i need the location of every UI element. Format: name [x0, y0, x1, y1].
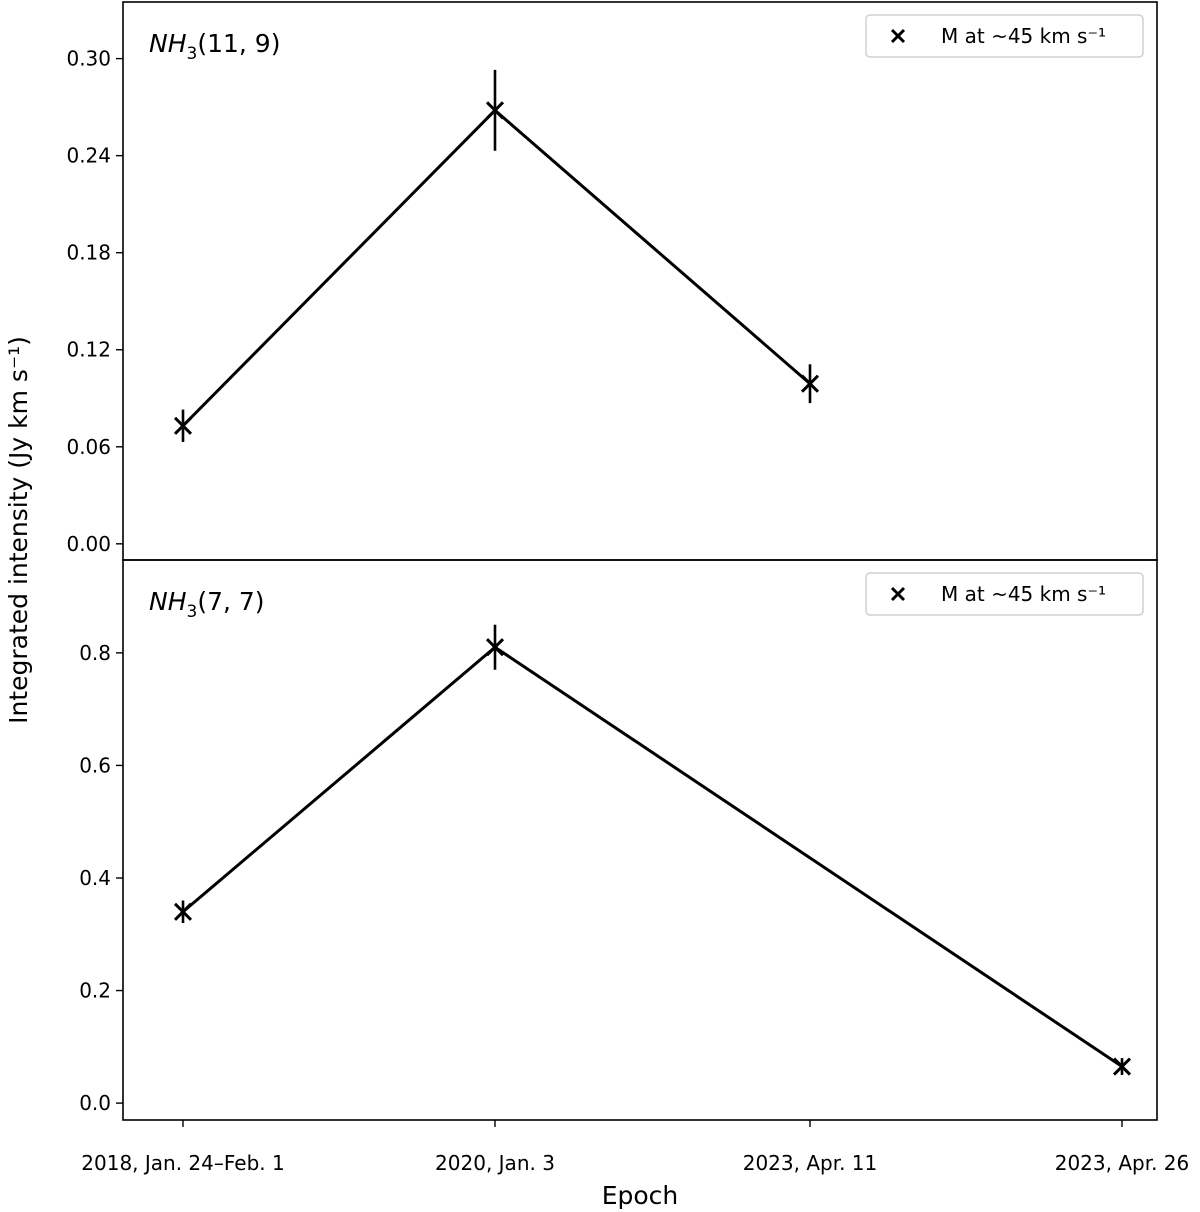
legend: M at ~45 km s⁻¹: [865, 14, 1144, 58]
data-point-marker: [173, 416, 193, 435]
panel-title-transition: (7, 7): [197, 587, 264, 616]
data-point-marker: [800, 374, 820, 393]
panel-title-subscript: 3: [187, 602, 198, 622]
legend-label: M at ~45 km s⁻¹: [941, 24, 1106, 48]
legend-label: M at ~45 km s⁻¹: [941, 582, 1106, 606]
x-axis: 2018, Jan. 24–Feb. 1 2020, Jan. 3 2023, Ap…: [81, 1120, 1189, 1175]
x-tick-label: 2023, Apr. 26: [1055, 1151, 1190, 1175]
panel-nh3-7-7: 0.0 0.2 0.4 0.6 0.8 NH3(7, 7) M at ~45 km s⁻¹: [79, 559, 1158, 1121]
y-axis-label: Integrated intensity (Jy km s⁻¹): [4, 336, 33, 724]
plot-frame: [122, 559, 1158, 1121]
y-tick-label: 0.6: [79, 753, 111, 777]
series-line: [182, 645, 1123, 1068]
panel-title-transition: (11, 9): [197, 29, 280, 58]
x-axis-label: Epoch: [602, 1181, 679, 1210]
y-tick-label: 0.8: [79, 641, 111, 665]
legend-box: [865, 572, 1144, 616]
y-tick-label: 0.2: [79, 979, 111, 1003]
y-tick-label: 0.30: [66, 47, 111, 71]
y-tick-label: 0.0: [79, 1091, 111, 1115]
data-point-marker: [485, 101, 505, 120]
y-tick-label: 0.4: [79, 866, 111, 890]
x-tick-label: 2018, Jan. 24–Feb. 1: [81, 1151, 284, 1175]
legend-box: [865, 14, 1144, 58]
panel-nh3-11-9: 0.00 0.06 0.12 0.18 0.24 0.30 NH3(11, 9) M at ~…: [66, 1, 1158, 561]
y-tick-label: 0.06: [66, 435, 111, 459]
data-point-marker: [1112, 1057, 1132, 1076]
y-tick-label: 0.12: [66, 338, 111, 362]
legend: M at ~45 km s⁻¹: [865, 572, 1144, 616]
panel-title-species: NH: [149, 29, 187, 58]
panel-title: NH3(7, 7): [149, 587, 265, 622]
data-point-marker: [485, 638, 505, 657]
panel-title-species: NH: [149, 587, 187, 616]
panel-title: NH3(11, 9): [149, 29, 280, 64]
y-tick-label: 0.00: [66, 532, 111, 556]
data-point-marker: [173, 902, 193, 921]
y-tick-label: 0.24: [66, 144, 111, 168]
x-tick-label: 2023, Apr. 11: [743, 1151, 878, 1175]
y-tick-label: 0.18: [66, 241, 111, 265]
legend-marker: [890, 586, 906, 602]
legend-marker: [890, 28, 906, 44]
plot-frame: [122, 1, 1158, 561]
x-tick-label: 2020, Jan. 3: [435, 1151, 555, 1175]
series-line: [181, 108, 811, 427]
panel-title-subscript: 3: [187, 44, 198, 64]
